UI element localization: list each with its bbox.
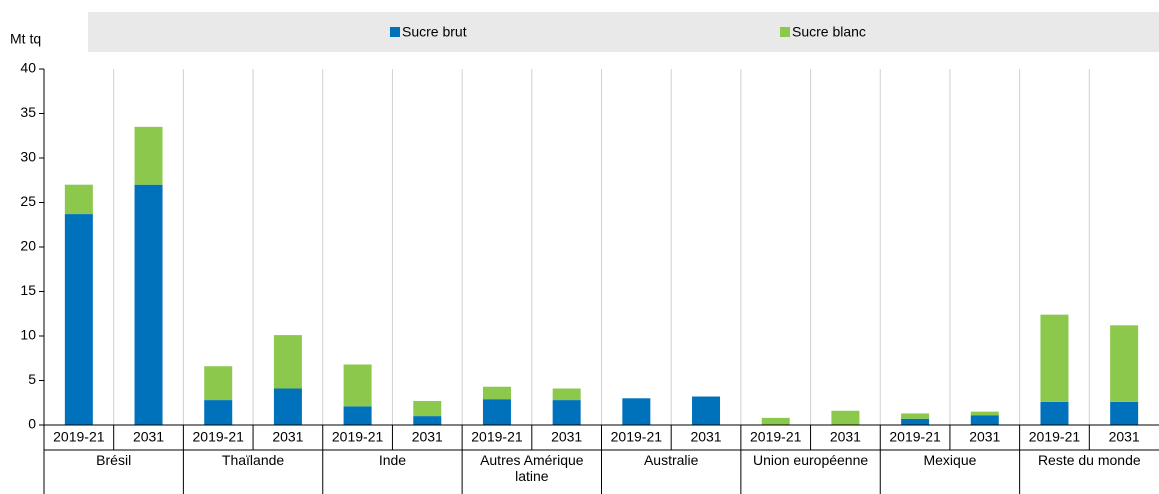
- bar-segment: [134, 184, 163, 425]
- bar-segment: [970, 415, 999, 425]
- bar-segment: [552, 388, 581, 401]
- x-tick-label: 2031: [133, 429, 164, 445]
- bar-segment: [204, 366, 233, 401]
- y-tick-label: 30: [20, 149, 36, 165]
- legend-swatch: [780, 27, 790, 37]
- x-tick-label: 2019-21: [750, 429, 802, 445]
- x-tick-label: 2019-21: [611, 429, 663, 445]
- group-label: Thaïlande: [221, 452, 285, 468]
- bar-segment: [970, 411, 999, 416]
- x-tick-label: 2031: [272, 429, 303, 445]
- group-label: Inde: [378, 452, 407, 468]
- bar-segment: [552, 400, 581, 425]
- x-tick-label: 2031: [690, 429, 721, 445]
- bar-segment: [413, 400, 442, 417]
- x-tick-label: 2031: [969, 429, 1000, 445]
- bar-segment: [1040, 401, 1069, 425]
- bar-segment: [134, 126, 163, 185]
- legend-label: Sucre blanc: [792, 24, 866, 40]
- bar-segment: [901, 418, 930, 425]
- group-label: Australie: [643, 452, 699, 468]
- group-label: Reste du monde: [1037, 452, 1141, 468]
- legend-swatch: [390, 27, 400, 37]
- group-label: Mexique: [923, 452, 977, 468]
- bar-segment: [64, 184, 93, 215]
- x-tick-label: 2019-21: [332, 429, 384, 445]
- y-tick-label: 15: [20, 282, 36, 298]
- bar-segment: [482, 399, 511, 425]
- legend-band: [88, 12, 1159, 52]
- bar-segment: [482, 386, 511, 400]
- y-axis-label: Mt tq: [10, 31, 41, 47]
- bar-segment: [1040, 314, 1069, 402]
- y-tick-label: 25: [20, 193, 36, 209]
- bar-segment: [622, 398, 651, 425]
- x-tick-label: 2031: [412, 429, 443, 445]
- x-tick-label: 2031: [830, 429, 861, 445]
- bar-segment: [1110, 325, 1139, 402]
- bar-segment: [1110, 401, 1139, 425]
- y-tick-label: 40: [20, 60, 36, 76]
- x-tick-label: 2019-21: [53, 429, 105, 445]
- bar-segment: [831, 410, 860, 425]
- bar-segment: [761, 417, 790, 425]
- x-tick-label: 2019-21: [193, 429, 245, 445]
- x-tick-label: 2019-21: [889, 429, 941, 445]
- bar-segment: [273, 335, 302, 389]
- bar-segment: [204, 400, 233, 425]
- bar-segment: [901, 413, 930, 419]
- y-tick-label: 5: [28, 371, 36, 387]
- y-tick-label: 35: [20, 104, 36, 120]
- group-label: Union européenne: [752, 452, 869, 468]
- group-label: Autres Amérique latine: [480, 452, 584, 484]
- y-tick-label: 0: [28, 416, 36, 432]
- x-tick-label: 2031: [1109, 429, 1140, 445]
- bar-segment: [343, 364, 372, 407]
- y-tick-label: 10: [20, 327, 36, 343]
- bar-segment: [273, 388, 302, 425]
- bar-segment: [413, 416, 442, 425]
- bar-segment: [64, 214, 93, 425]
- y-tick-label: 20: [20, 238, 36, 254]
- bar-segment: [692, 396, 721, 425]
- group-label: Brésil: [96, 452, 132, 468]
- x-tick-label: 2019-21: [1029, 429, 1081, 445]
- bar-segment: [343, 406, 372, 425]
- x-tick-label: 2019-21: [471, 429, 523, 445]
- legend-label: Sucre brut: [402, 24, 467, 40]
- x-tick-label: 2031: [551, 429, 582, 445]
